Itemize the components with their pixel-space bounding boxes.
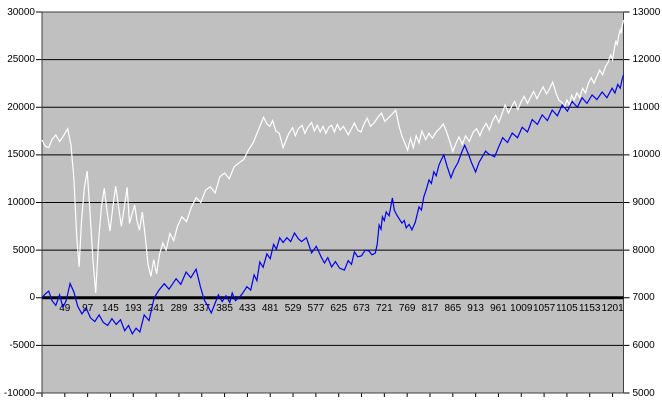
- y-axis-label-right: 5000: [632, 387, 655, 399]
- y-axis-label-left: 0: [29, 292, 35, 304]
- y-axis-label-left: 20000: [7, 101, 35, 113]
- y-axis-label-left: 15000: [7, 149, 35, 161]
- y-axis-label-right: 8000: [632, 244, 655, 256]
- y-axis-label-left: 10000: [7, 197, 35, 208]
- y-axis-label-right: 11000: [632, 101, 660, 113]
- plot-area-background: [42, 12, 624, 393]
- y-axis-label-left: -10000: [3, 387, 35, 399]
- y-axis-label-left: 5000: [12, 244, 35, 256]
- y-axis-label-right: 6000: [632, 339, 655, 351]
- y-axis-label-left: 30000: [7, 6, 35, 18]
- y-axis-label-left: -5000: [9, 339, 35, 351]
- y-axis-label-right: 13000: [632, 6, 661, 18]
- y-axis-label-right: 12000: [632, 54, 661, 66]
- y-axis-label-right: 7000: [632, 292, 655, 304]
- x-axis-label: 1201: [601, 302, 624, 314]
- y-axis-label-right: 10000: [632, 149, 661, 161]
- y-axis-label-right: 9000: [632, 197, 655, 208]
- y-axis-label-left: 25000: [7, 54, 35, 66]
